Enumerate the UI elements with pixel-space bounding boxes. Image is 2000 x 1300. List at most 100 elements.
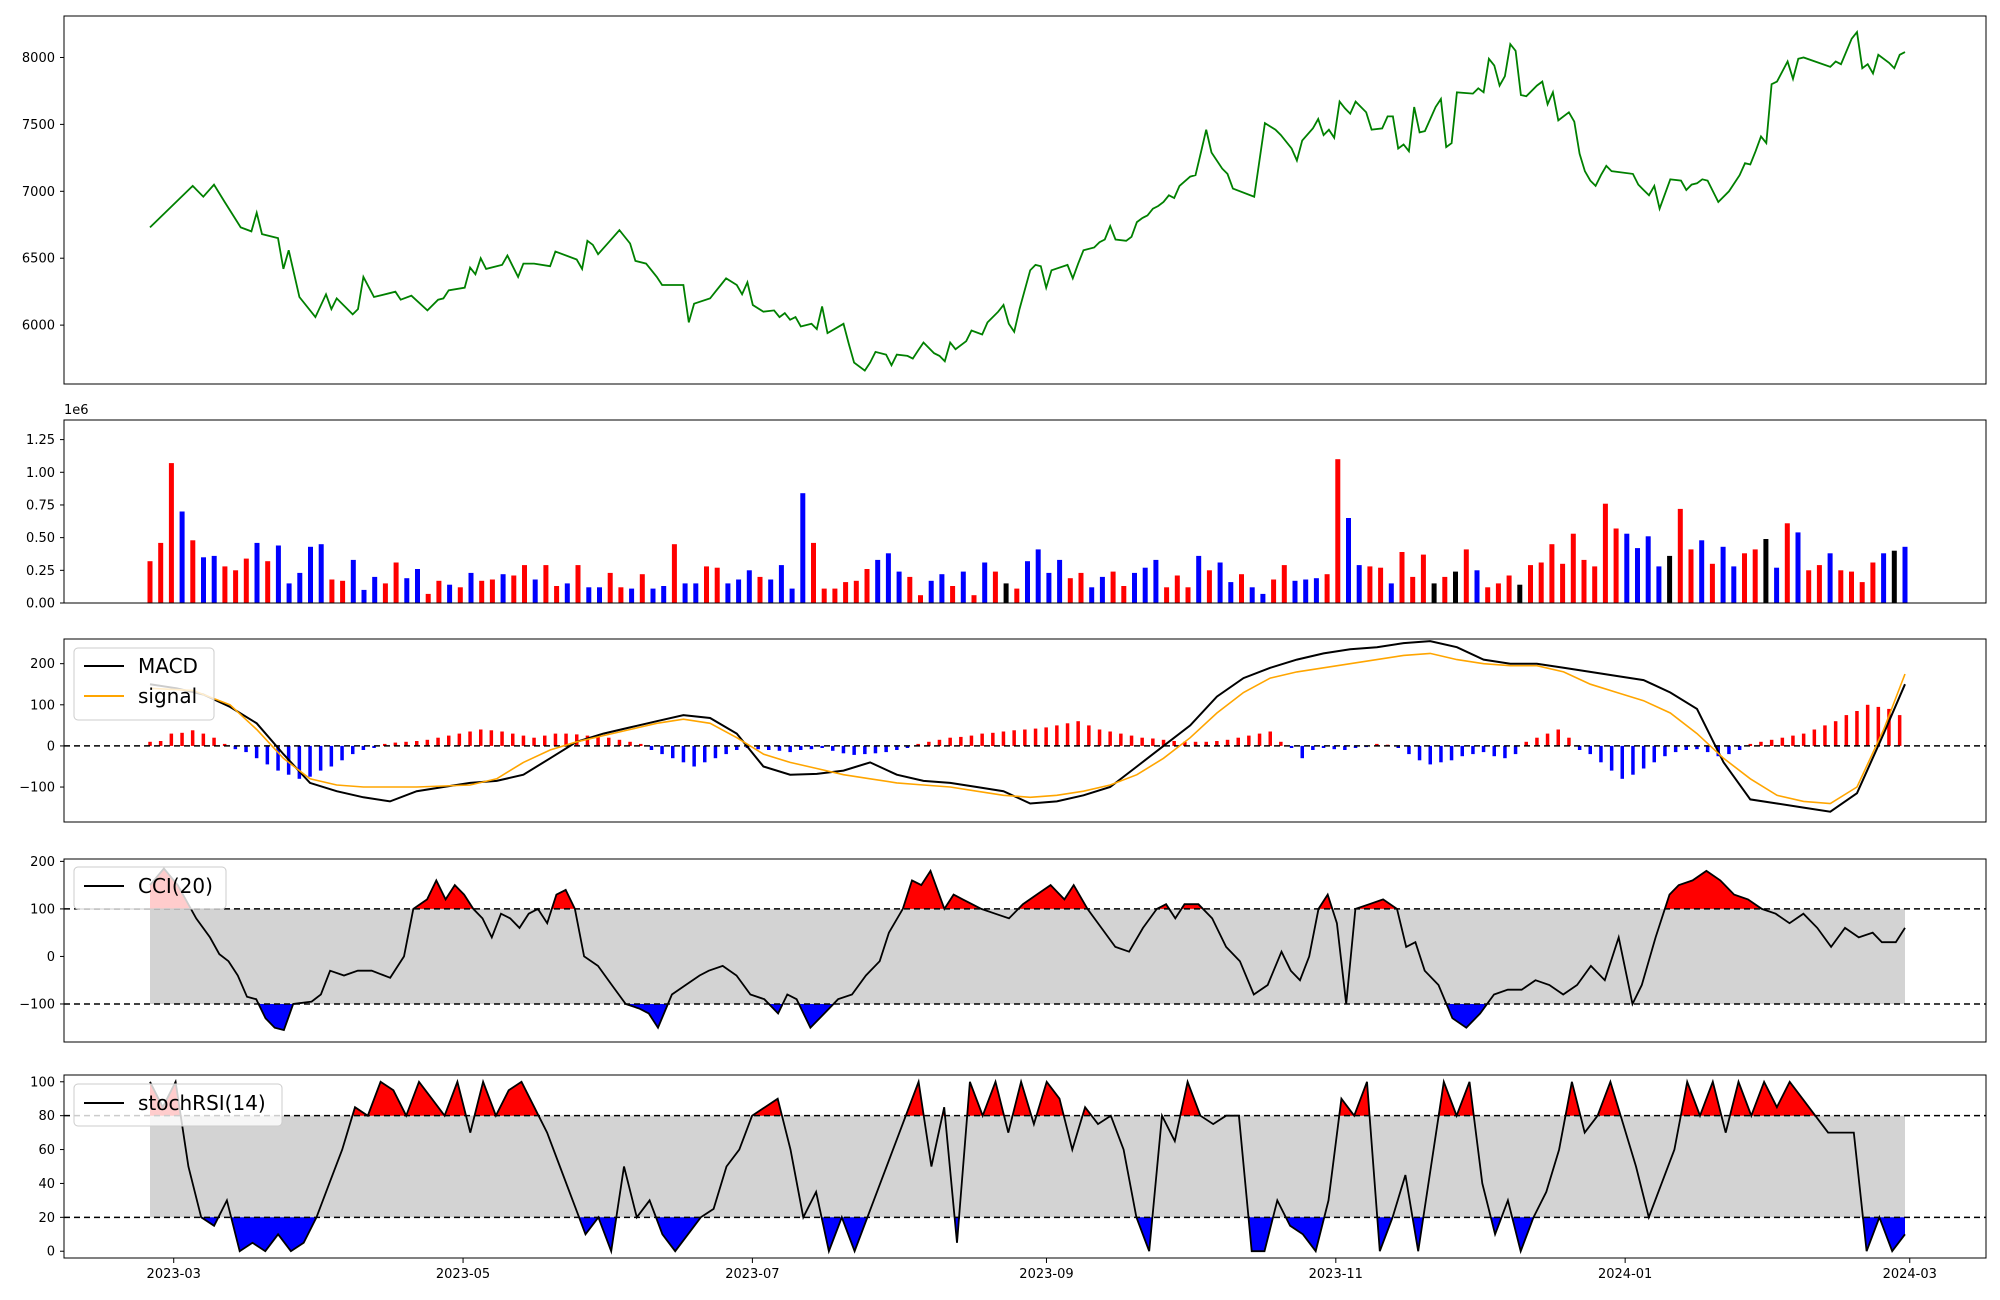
macd-histogram-bar xyxy=(425,739,430,746)
volume-bar xyxy=(757,576,763,603)
volume-bar xyxy=(1420,554,1426,603)
volume-offset-label: 1e6 xyxy=(64,403,89,418)
volume-bar xyxy=(1335,459,1341,603)
volume-bar xyxy=(1602,503,1608,603)
volume-bar xyxy=(1313,578,1319,603)
volume-bar xyxy=(1709,563,1715,603)
volume-bar xyxy=(1506,575,1512,603)
y-tick-label: −100 xyxy=(19,997,55,1012)
volume-bar xyxy=(1089,587,1095,603)
macd-histogram-bar xyxy=(959,736,963,746)
macd-histogram-bar xyxy=(1588,745,1592,755)
volume-bar xyxy=(1699,540,1705,603)
stochrsi-line xyxy=(149,1078,1906,1255)
x-tick-label: 2023-03 xyxy=(147,1267,201,1282)
stochrsi-band xyxy=(150,1115,1905,1218)
macd-histogram-bar xyxy=(564,733,568,746)
volume-bar xyxy=(907,576,913,603)
stochrsi-oversold-fill xyxy=(150,1217,1905,1252)
macd-histogram-bar xyxy=(1503,745,1507,759)
y-tick-label: 80 xyxy=(38,1109,55,1124)
volume-bar xyxy=(1185,587,1191,603)
volume-bar xyxy=(1581,559,1587,603)
volume-bar xyxy=(1399,552,1405,603)
volume-bar xyxy=(1763,539,1769,603)
volume-bar xyxy=(415,569,420,603)
macd-histogram-bar xyxy=(1599,745,1603,763)
volume-bar xyxy=(693,583,699,603)
macd-histogram-bar xyxy=(222,743,227,746)
macd-histogram-bar xyxy=(777,745,782,751)
cci-band xyxy=(150,908,1905,1004)
macd-histogram-bar xyxy=(158,741,163,746)
volume-bar xyxy=(960,571,966,603)
macd-histogram-bar xyxy=(884,745,888,753)
macd-histogram-bar xyxy=(511,733,515,746)
volume-bar xyxy=(1356,565,1362,603)
macd-histogram-bar xyxy=(607,737,611,746)
price-axes-frame xyxy=(63,15,1987,385)
stochrsi-legend: stochRSI(14) xyxy=(73,1083,283,1127)
stochrsi-legend-box xyxy=(73,1083,283,1127)
cci-legend: CCI(20) xyxy=(73,866,227,910)
volume-bar xyxy=(1067,578,1073,603)
macd-histogram-bar xyxy=(1055,725,1059,746)
macd-histogram-bar xyxy=(532,737,536,746)
volume-bar xyxy=(1667,555,1673,603)
macd-histogram-bar xyxy=(340,745,344,761)
volume-bar xyxy=(222,566,228,603)
volume-bar xyxy=(554,586,560,603)
macd-histogram-bar xyxy=(521,735,526,746)
macd-histogram-bar xyxy=(1396,745,1400,748)
stochrsi-x-axis: 2023-03 2023-05 2023-07 2023-09 2023-11 2024-… xyxy=(147,1258,1937,1282)
macd-histogram-bar xyxy=(1449,745,1454,761)
macd-histogram-bar xyxy=(489,730,494,746)
volume-bar xyxy=(661,586,667,603)
volume-bar xyxy=(297,572,303,603)
macd-legend: MACD signal xyxy=(73,647,215,721)
y-tick-label: 0.75 xyxy=(26,498,55,513)
macd-histogram-bar xyxy=(201,733,206,746)
macd-histogram-bar xyxy=(1823,725,1827,746)
y-tick-label: 1.00 xyxy=(26,466,55,481)
volume-bar xyxy=(1035,549,1041,603)
volume-bar xyxy=(393,562,399,603)
signal-line xyxy=(149,652,1906,805)
macd-histogram-bar xyxy=(1343,745,1347,750)
volume-bar xyxy=(147,561,153,603)
macd-histogram-bar xyxy=(276,745,280,771)
volume-bar xyxy=(1153,559,1159,603)
volume-bar xyxy=(457,587,463,603)
macd-histogram-bar xyxy=(1065,723,1070,746)
volume-bar xyxy=(1174,575,1180,603)
volume-bar xyxy=(1806,570,1812,603)
macd-histogram-bar xyxy=(1673,745,1678,753)
volume-bar xyxy=(511,575,517,603)
volume-bar xyxy=(1752,549,1758,603)
x-tick-label: 2023-09 xyxy=(1019,1267,1073,1282)
macd-histogram-bar xyxy=(1215,741,1219,746)
cci-line xyxy=(149,867,1906,1032)
price-line xyxy=(149,29,1906,372)
cci-oversold-fill xyxy=(150,1004,1905,1031)
volume-bar xyxy=(382,583,388,603)
volume-bar xyxy=(1795,532,1801,603)
volume-panel: 0.00 0.25 0.50 0.75 1.00 1.25 1e6 xyxy=(26,403,1987,612)
legend-label-stochrsi: stochRSI(14) xyxy=(138,1091,266,1115)
volume-bar xyxy=(1025,561,1030,603)
macd-histogram-bar xyxy=(393,742,398,746)
macd-histogram-bar xyxy=(575,734,579,746)
volume-bar xyxy=(233,570,239,603)
y-tick-label: 0.50 xyxy=(26,531,55,546)
macd-histogram-bar xyxy=(1897,715,1902,746)
volume-bar xyxy=(1324,574,1330,603)
volume-bar xyxy=(1367,566,1373,603)
price-y-axis: 6000 6500 7000 7500 8000 xyxy=(22,51,64,334)
macd-histogram-bar xyxy=(1300,745,1304,759)
macd-histogram-bar xyxy=(1705,745,1710,753)
macd-histogram-bar xyxy=(1001,731,1006,746)
macd-histogram-bar xyxy=(1225,739,1230,746)
macd-histogram-bar xyxy=(1407,745,1411,755)
volume-bar xyxy=(1635,548,1640,603)
y-tick-label: 0.25 xyxy=(26,564,55,579)
